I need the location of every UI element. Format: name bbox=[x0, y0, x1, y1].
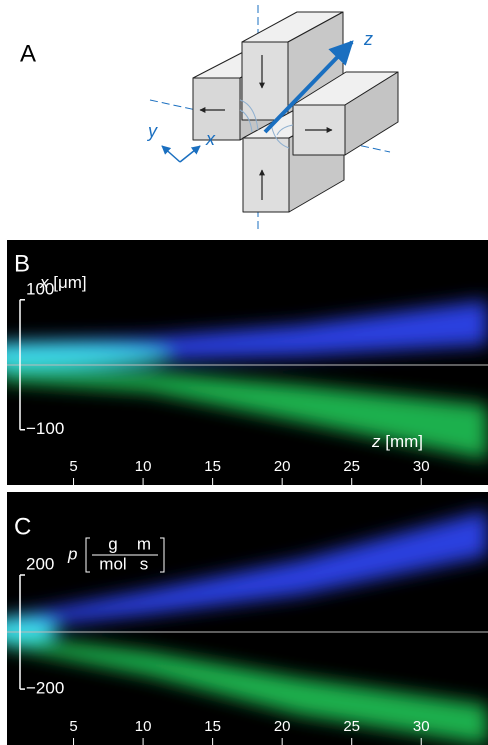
z-tick-label: 30 bbox=[413, 458, 430, 475]
panel-a: A x y z bbox=[20, 5, 398, 230]
axis-label: z bbox=[363, 29, 373, 49]
z-tick-label: 5 bbox=[69, 458, 77, 475]
panel-label: C bbox=[14, 513, 31, 540]
y-tick-label: 200 bbox=[26, 554, 54, 573]
unit-num: g bbox=[108, 534, 117, 553]
unit-den: s bbox=[140, 554, 149, 573]
z-tick-label: 5 bbox=[69, 718, 77, 735]
z-tick-label: 10 bbox=[135, 458, 152, 475]
axis-label: x bbox=[205, 129, 216, 149]
z-tick-label: 20 bbox=[274, 718, 291, 735]
axis-unit: [mm] bbox=[385, 432, 423, 451]
z-tick-label: 15 bbox=[204, 718, 221, 735]
z-tick-label: 10 bbox=[135, 718, 152, 735]
panel-c: C p g m mol s bbox=[0, 492, 488, 745]
unit-num: m bbox=[137, 534, 151, 553]
unit-den: mol bbox=[99, 554, 126, 573]
z-tick-label: 25 bbox=[343, 718, 360, 735]
z-tick-label: 15 bbox=[204, 458, 221, 475]
z-tick-label: 30 bbox=[413, 718, 430, 735]
axis-symbol: z bbox=[371, 432, 381, 451]
z-tick-label: 25 bbox=[343, 458, 360, 475]
axis-symbol: p bbox=[67, 544, 77, 563]
axis-label: y bbox=[146, 121, 158, 141]
axis-unit: [μm] bbox=[53, 273, 86, 292]
panel-label: A bbox=[20, 40, 36, 67]
y-tick-label: −100 bbox=[26, 419, 64, 438]
z-tick-label: 20 bbox=[274, 458, 291, 475]
panel-label: B bbox=[14, 250, 30, 277]
panel-b: B x [μm] z [mm] bbox=[0, 240, 488, 485]
y-tick-label: −200 bbox=[26, 679, 64, 698]
y-tick-label: 100 bbox=[26, 279, 54, 298]
axis-label: z [mm] bbox=[371, 432, 423, 451]
page: {"panels": [ {"label": "A", "axes": ["x"… bbox=[0, 0, 488, 745]
coordinate-axes bbox=[162, 146, 200, 162]
figure: A x y z bbox=[0, 0, 488, 745]
